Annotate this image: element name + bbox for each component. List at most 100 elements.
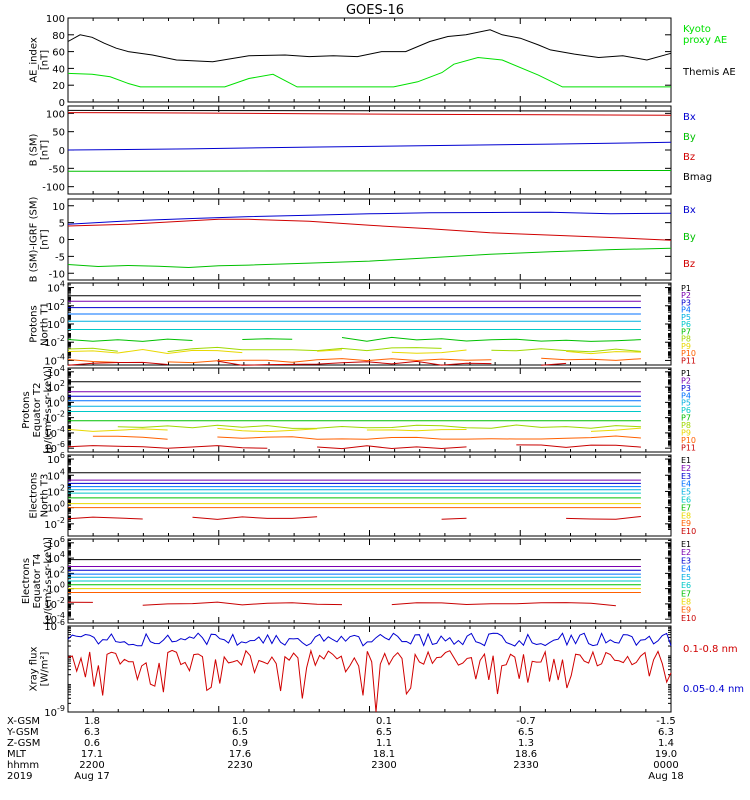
channel-line-p7	[67, 336, 641, 342]
channel-label: E6	[681, 495, 691, 504]
y-tick-label: -5	[55, 252, 65, 263]
legend-entry: proxy AE	[683, 35, 727, 46]
series-kyoto-proxy-ae	[67, 56, 671, 88]
ephemeris-value: 1.8	[84, 716, 100, 727]
ephemeris-value: 6.5	[518, 727, 534, 738]
ephemeris-value: 18.6	[515, 749, 537, 760]
ephemeris-row-label: Z-GSM	[7, 738, 40, 749]
legend-entry: Kyoto	[683, 24, 711, 35]
ephemeris-value: 2200	[79, 760, 104, 771]
channel-line-p11	[67, 444, 641, 450]
ephemeris-value: 1.3	[518, 738, 534, 749]
channel-label: E9	[681, 606, 691, 615]
ephemeris-value: 17.6	[229, 749, 251, 760]
channel-label: P3	[681, 298, 691, 307]
channel-label: E6	[681, 581, 691, 590]
channel-label: P7	[681, 414, 691, 423]
y-tick-label: -50	[49, 164, 65, 175]
y-tick-label: 50	[52, 128, 65, 139]
ephemeris-row-label: MLT	[7, 749, 27, 760]
y-tick-label: 10-9	[44, 704, 65, 719]
y-axis-label: B (SM)	[29, 133, 40, 166]
ephemeris-value: 0.1	[376, 716, 392, 727]
y-axis-label: North T1	[40, 302, 51, 346]
y-axis-label: B (SM)-IGRF (SM)	[29, 197, 40, 283]
series-0.1-0.8nm	[67, 648, 672, 713]
legend-entry: Bmag	[683, 172, 712, 183]
series-0.05-0.4nm	[67, 632, 672, 647]
panel-db: -10 -5 0 5 10 B (SM)-IGRF (SM) [nT] Bx By Bz	[29, 197, 696, 283]
y-axis-label: [nT]	[40, 50, 51, 70]
y-tick-label: 5	[59, 219, 65, 230]
channel-label: P1	[681, 369, 691, 378]
channel-label: P9	[681, 428, 691, 437]
ephemeris-value: 18.1	[373, 749, 395, 760]
ephemeris-value: 17.1	[81, 749, 103, 760]
ephemeris-value: 1.0	[232, 716, 248, 727]
y-axis-label: Xray flux	[29, 647, 40, 692]
channel-label: P2	[681, 376, 691, 385]
legend-entry: 0.1-0.8 nm	[683, 644, 738, 655]
series-bz	[67, 112, 672, 116]
channel-label: E7	[681, 503, 691, 512]
channel-label: P8	[681, 335, 691, 344]
y-axis-label: Protons	[29, 305, 40, 342]
channel-line-p10	[92, 435, 641, 440]
ephemeris-value: 2330	[513, 760, 538, 771]
y-axis-label: Equator T4	[32, 554, 43, 609]
channel-line-p8	[117, 424, 641, 429]
ephemeris-value: -0.7	[516, 716, 536, 727]
ephemeris-value: 0000	[653, 760, 678, 771]
legend-entry: By	[683, 132, 696, 143]
channel-line-e10	[67, 601, 616, 607]
y-axis-label: [e/(cm²-s-sr-keV)]	[43, 537, 54, 625]
channel-label: E7	[681, 589, 691, 598]
y-axis-label: AE_index	[29, 37, 40, 83]
legend-entry: By	[683, 232, 696, 243]
series-bx	[67, 141, 672, 151]
y-tick-label: 20	[52, 81, 65, 92]
series-bz	[67, 218, 672, 241]
channel-label: P5	[681, 313, 691, 322]
ephemeris-value: 2230	[227, 760, 252, 771]
channel-label: P2	[681, 291, 691, 300]
channel-label: E3	[681, 472, 691, 481]
ephemeris-row-label: hhmm	[7, 760, 39, 771]
y-axis-label: [nT]	[40, 140, 51, 160]
channel-label: P1	[681, 284, 691, 293]
ephemeris-value: 6.3	[658, 727, 674, 738]
channel-label: P10	[681, 436, 696, 445]
channel-label: P4	[681, 391, 691, 400]
ephemeris-value: 6.5	[376, 727, 392, 738]
panel-frame	[67, 17, 672, 103]
legend-entry: Bx	[683, 112, 696, 123]
channel-label: E9	[681, 519, 691, 528]
channel-label: E3	[681, 556, 691, 565]
y-tick-label: -10	[49, 269, 65, 280]
series-themis-ae	[67, 29, 672, 63]
y-tick-label: 104	[47, 280, 65, 295]
channel-label: P6	[681, 406, 691, 415]
channel-label: P5	[681, 399, 691, 408]
y-tick-label: 40	[52, 64, 65, 75]
series-by	[67, 170, 672, 172]
channel-label: P4	[681, 306, 691, 315]
ephemeris-value: 6.5	[232, 727, 248, 738]
ephemeris-value: 1.1	[376, 738, 392, 749]
channel-label: E10	[681, 614, 696, 623]
y-axis-label: [nT]	[40, 229, 51, 249]
legend-entry: Bx	[683, 205, 696, 216]
ephemeris-axis: X-GSMY-GSMZ-GSMMLThhmm20191.86.30.617.12…	[6, 716, 684, 782]
y-axis-label: [W/m²]	[40, 651, 51, 686]
channel-label: E1	[681, 456, 691, 465]
channel-label: P10	[681, 349, 696, 358]
y-axis-label: North T3	[40, 474, 51, 518]
plot-title: GOES-16	[346, 3, 404, 18]
channel-label: E10	[681, 527, 696, 536]
